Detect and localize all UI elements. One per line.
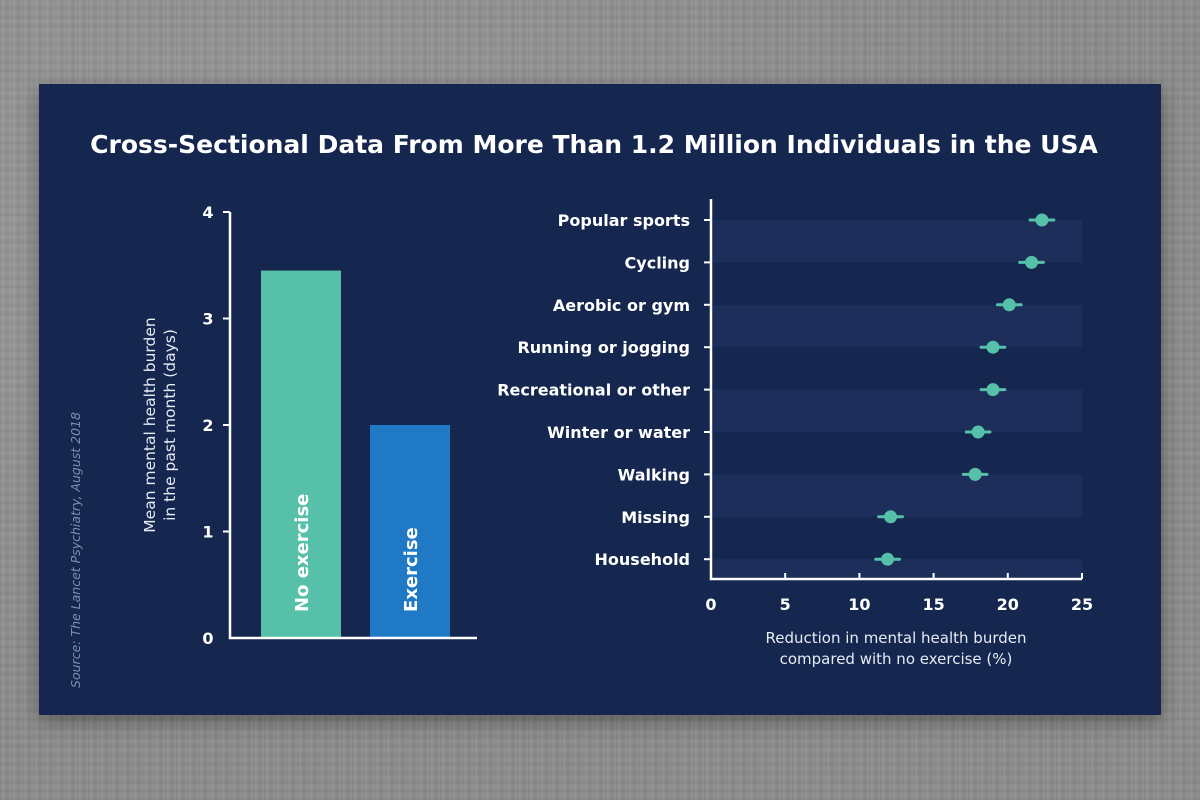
category-label: Popular sports <box>558 211 690 230</box>
data-point <box>1002 298 1016 312</box>
dot-chart-x-tick-label: 5 <box>780 595 791 614</box>
category-band <box>713 559 1082 577</box>
data-point <box>986 340 1000 354</box>
category-label: Household <box>595 550 690 569</box>
bar-chart-ylabel-line1: Mean mental health burden <box>141 317 159 532</box>
bar-label: No exercise <box>292 494 313 612</box>
dot-chart-x-tick-label: 15 <box>922 595 944 614</box>
dot-chart-x-tick-label: 10 <box>848 595 870 614</box>
category-band <box>713 220 1082 263</box>
source-note: Source: The Lancet Psychiatry, August 20… <box>68 412 83 688</box>
data-point <box>884 510 898 524</box>
category-label: Running or jogging <box>517 338 690 357</box>
category-band <box>713 474 1082 517</box>
bar-no-exercise <box>261 270 341 638</box>
bar-chart-y-tick-label: 4 <box>202 203 213 222</box>
category-band <box>713 389 1082 432</box>
category-label: Aerobic or gym <box>553 296 690 315</box>
bar-chart-y-tick-label: 1 <box>202 523 213 542</box>
bar-chart-y-tick-label: 3 <box>202 310 213 329</box>
chart-title: Cross-Sectional Data From More Than 1.2 … <box>90 130 1098 159</box>
data-point <box>971 425 985 439</box>
bar-exercise <box>370 425 450 638</box>
category-label: Cycling <box>625 253 690 272</box>
dot-chart-x-tick-label: 20 <box>997 595 1019 614</box>
category-band <box>713 304 1082 348</box>
data-point <box>968 467 982 481</box>
data-point <box>986 383 1000 397</box>
data-point <box>881 552 895 566</box>
dot-chart-xlabel-line2: compared with no exercise (%) <box>780 650 1013 668</box>
bar-label: Exercise <box>401 527 422 612</box>
bar-chart: Mean mental health burden in the past mo… <box>141 203 477 648</box>
category-label: Winter or water <box>547 423 690 442</box>
dot-chart-x-tick-label: 0 <box>705 595 716 614</box>
dot-chart-x-tick-label: 25 <box>1071 595 1093 614</box>
data-point <box>1025 255 1039 269</box>
bar-chart-ylabel-line2: in the past month (days) <box>161 329 179 521</box>
bar-chart-y-tick-label: 2 <box>202 416 213 435</box>
category-label: Walking <box>618 465 690 484</box>
dot-plot-chart: Reduction in mental health burden compar… <box>497 199 1093 668</box>
category-label: Missing <box>621 508 690 527</box>
category-label: Recreational or other <box>497 381 690 400</box>
data-point <box>1035 213 1049 227</box>
dot-chart-xlabel-line1: Reduction in mental health burden <box>766 629 1027 647</box>
bar-chart-y-tick-label: 0 <box>202 629 213 648</box>
